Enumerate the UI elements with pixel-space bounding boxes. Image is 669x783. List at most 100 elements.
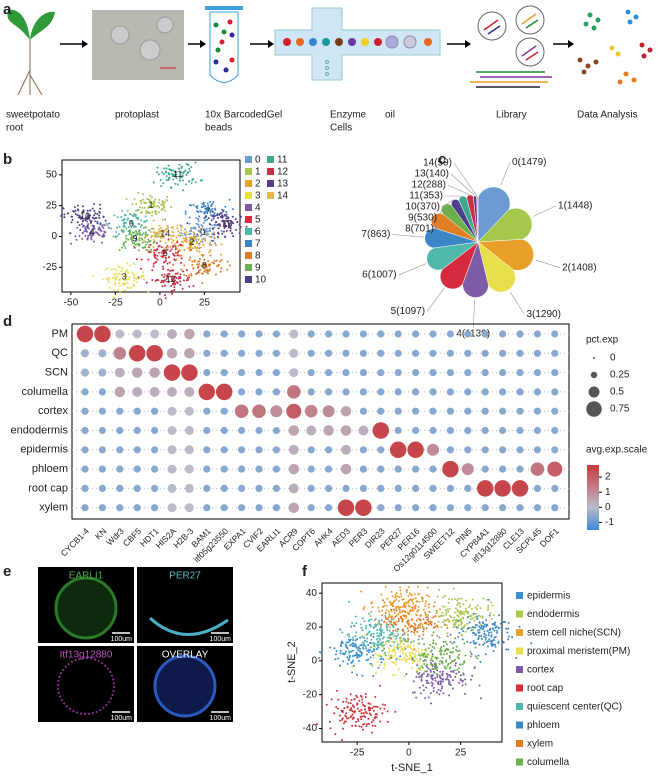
- cell-dot: [418, 606, 420, 608]
- petal-label: 13(140): [415, 169, 449, 180]
- cell-dot: [240, 226, 242, 228]
- cell-dot: [421, 638, 423, 640]
- cell-dot: [459, 603, 461, 605]
- cell-dot: [435, 663, 437, 665]
- cell-dot: [201, 282, 203, 284]
- cell-dot: [358, 654, 360, 656]
- cell-dot: [448, 602, 450, 604]
- cell-dot: [357, 656, 359, 658]
- cell-dot: [444, 650, 446, 652]
- cell-dot: [483, 636, 485, 638]
- cell-dot: [342, 728, 344, 730]
- expression-dot: [235, 404, 249, 418]
- cell-dot: [470, 642, 472, 644]
- cell-dot: [457, 620, 459, 622]
- expression-dot: [129, 345, 146, 362]
- expression-dot: [164, 364, 181, 381]
- cell-dot: [445, 648, 447, 650]
- expression-dot: [390, 442, 407, 459]
- cell-dot: [393, 662, 395, 664]
- petal-label: 10(370): [406, 202, 440, 213]
- gene-label: CYCB1-4: [59, 526, 92, 559]
- cell-dot: [119, 285, 121, 287]
- expression-dot: [447, 330, 454, 337]
- cell-dot: [146, 282, 148, 284]
- cell-dot: [439, 663, 441, 665]
- cell-dot: [341, 739, 343, 741]
- cell-dot: [419, 675, 421, 677]
- cell-dot: [172, 239, 174, 241]
- legend-swatch: [516, 722, 523, 729]
- cell-dot: [420, 622, 422, 624]
- cell-dot: [370, 664, 372, 666]
- cell-dot: [383, 621, 385, 623]
- cell-dot: [379, 685, 381, 687]
- cell-dot: [364, 705, 366, 707]
- petal-label: 0(1479): [512, 157, 546, 168]
- cell-dot: [459, 650, 461, 652]
- cell-dot: [176, 281, 178, 283]
- cell-dot: [373, 710, 375, 712]
- plot-frame: [62, 160, 240, 292]
- cell-dot: [366, 638, 368, 640]
- cell-dot: [402, 628, 404, 630]
- cell-dot: [422, 634, 424, 636]
- cell-dot: [488, 638, 490, 640]
- cell-dot: [161, 171, 163, 173]
- cell-dot: [161, 208, 163, 210]
- cell-dot: [380, 656, 382, 658]
- cell-dot: [355, 725, 357, 727]
- workflow-label: Cells: [330, 123, 352, 134]
- cell-dot: [163, 206, 165, 208]
- cell-dot: [142, 246, 144, 248]
- cell-dot: [139, 200, 141, 202]
- cell-dot: [485, 625, 487, 627]
- cell-dot: [182, 270, 184, 272]
- cell-dot: [446, 676, 448, 678]
- cell-dot: [182, 241, 184, 243]
- cell-dot: [433, 647, 435, 649]
- expression-dot: [134, 504, 141, 511]
- cell-dot: [186, 233, 188, 235]
- cell-dot: [187, 279, 189, 281]
- cell-dot: [449, 674, 451, 676]
- cell-dot: [402, 618, 404, 620]
- cell-dot: [219, 225, 221, 227]
- expression-dot: [199, 384, 216, 401]
- cell-dot: [482, 598, 484, 600]
- expression-dot: [221, 330, 228, 337]
- cell-dot: [365, 645, 367, 647]
- cell-dot: [186, 269, 188, 271]
- cell-dot: [143, 221, 145, 223]
- legend-label: 11: [277, 155, 288, 166]
- cell-dot: [218, 227, 220, 229]
- cell-dot: [179, 280, 181, 282]
- cell-dot: [424, 670, 426, 672]
- expression-dot: [255, 369, 262, 376]
- cell-dot: [98, 215, 100, 217]
- cell-dot: [456, 604, 458, 606]
- legend-label: 7: [255, 239, 261, 250]
- cell-dot: [379, 644, 381, 646]
- cell-dot: [153, 265, 155, 267]
- cell-dot: [185, 211, 187, 213]
- cell-dot: [462, 663, 464, 665]
- cell-dot: [81, 238, 83, 240]
- workflow-label: protoplast: [115, 110, 159, 121]
- cell-dot: [478, 615, 480, 617]
- expression-dot: [499, 504, 506, 511]
- cell-dot: [360, 716, 362, 718]
- cell-dot: [140, 268, 142, 270]
- cell-dot: [449, 615, 451, 617]
- row-label: PM: [52, 328, 69, 340]
- cell-dot: [158, 199, 160, 201]
- cell-dot: [343, 707, 345, 709]
- cell-dot: [373, 633, 375, 635]
- cell-dot: [415, 650, 417, 652]
- cell-dot: [172, 227, 174, 229]
- cell-dot: [116, 269, 118, 271]
- cell-dot: [361, 702, 363, 704]
- cell-dot: [141, 259, 143, 261]
- cell-dot: [417, 627, 419, 629]
- expression-dot: [323, 425, 334, 436]
